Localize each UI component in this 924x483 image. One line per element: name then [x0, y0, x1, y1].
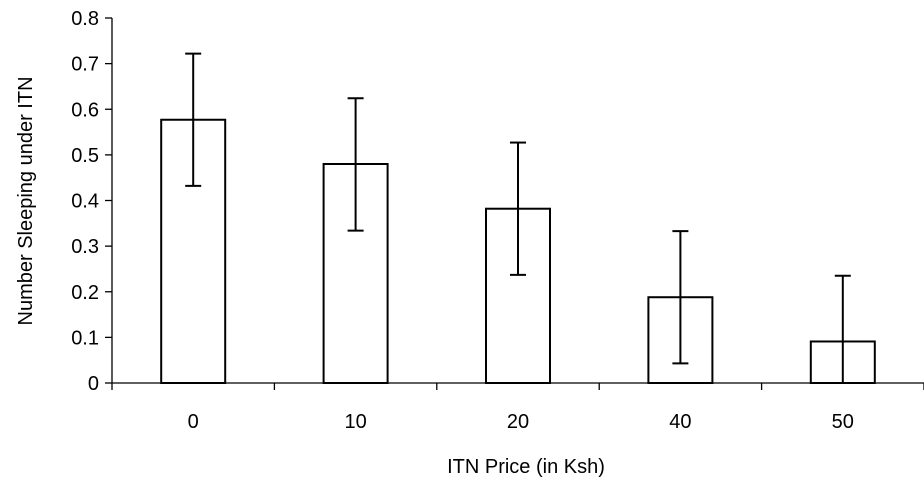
bar: [160, 118, 227, 385]
y-tick-label: 0.3: [71, 236, 99, 258]
y-tick-label: 0.6: [71, 99, 99, 121]
x-tick-label: 40: [669, 411, 691, 433]
y-tick-label: 0.1: [71, 327, 99, 349]
y-tick-label: 0.7: [71, 54, 99, 76]
y-tick-label: 0.8: [71, 8, 99, 30]
y-tick-label: 0: [88, 373, 99, 395]
x-tick-label: 10: [344, 411, 366, 433]
y-tick-label: 0.5: [71, 145, 99, 167]
x-tick-label: 0: [188, 411, 199, 433]
x-tick-label: 50: [832, 411, 854, 433]
y-axis-label: Number Sleeping under ITN: [15, 76, 37, 325]
x-tick-label: 20: [507, 411, 529, 433]
x-axis-label: ITN Price (in Ksh): [447, 456, 605, 478]
plot-area: 0 0.1 0.2 0.3 0.4 0.5 0.6 0.7 0.8 0 10 20 40 50: [71, 8, 924, 433]
y-tick-label: 0.4: [71, 191, 99, 213]
y-tick-label: 0.2: [71, 282, 99, 304]
